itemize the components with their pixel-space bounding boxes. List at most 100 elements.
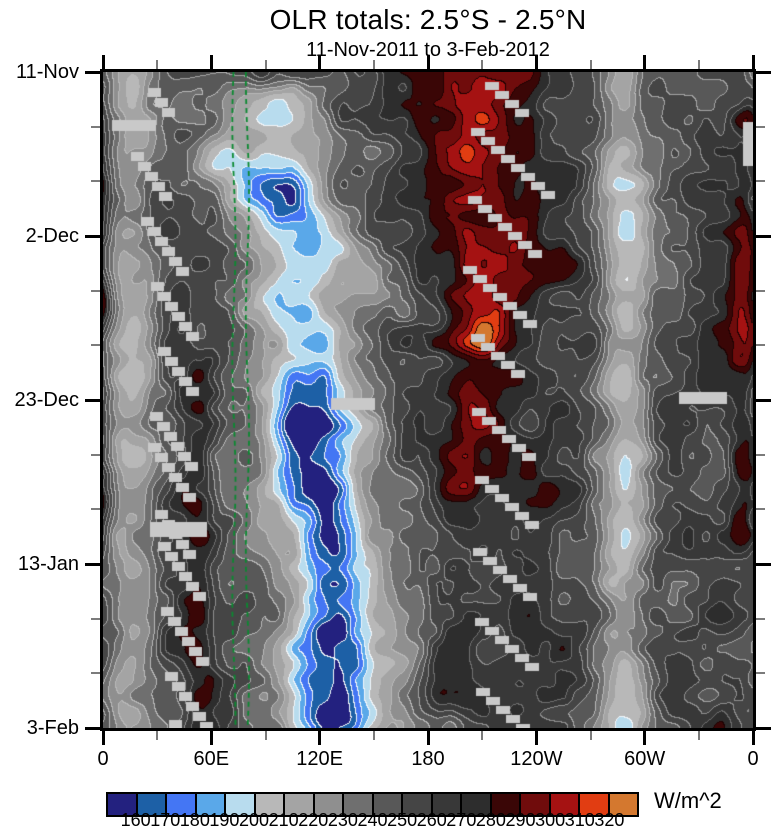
- x-axis-label: 0: [747, 748, 759, 770]
- x-axis-major-tick-bottom: [318, 731, 322, 745]
- colorbar-tick-label: 220: [298, 810, 329, 830]
- x-axis-minor-tick-top: [264, 60, 267, 69]
- x-axis-major-tick-top: [751, 55, 755, 69]
- y-axis-major-tick-left: [85, 398, 100, 402]
- y-axis-minor-tick-left: [91, 289, 100, 292]
- x-axis-label: 0: [97, 748, 109, 770]
- colorbar-tick-label: 300: [535, 810, 566, 830]
- y-axis-major-tick-right: [756, 726, 771, 730]
- colorbar-tick-label: 160: [120, 810, 151, 830]
- y-axis-minor-tick-left: [91, 125, 100, 128]
- x-axis-minor-tick-top: [481, 60, 484, 69]
- colorbar-tick-label: 320: [594, 810, 625, 830]
- figure-title: OLR totals: 2.5°S - 2.5°N: [269, 4, 587, 35]
- x-axis-label: 120W: [510, 748, 563, 770]
- x-axis-major-tick-top: [318, 55, 322, 69]
- x-axis-major-tick-bottom: [426, 731, 430, 745]
- y-axis-minor-tick-right: [756, 453, 765, 456]
- colorbar-tick-label: 190: [209, 810, 240, 830]
- x-axis-minor-tick-top: [156, 60, 159, 69]
- colorbar-tick-label: 310: [564, 810, 595, 830]
- y-axis-minor-tick-left: [91, 453, 100, 456]
- colorbar-cell: [108, 794, 138, 815]
- colorbar-tick-label: 240: [357, 810, 388, 830]
- colorbar: [106, 792, 639, 817]
- hovmoller-plot-canvas: [103, 72, 753, 728]
- y-axis-minor-tick-right: [756, 617, 765, 620]
- x-axis-label: 60W: [624, 748, 666, 770]
- colorbar-cell: [344, 794, 374, 815]
- x-axis-major-tick-top: [209, 55, 213, 69]
- x-axis-label: 120E: [296, 748, 344, 770]
- colorbar-cell: [167, 794, 197, 815]
- y-axis-major-tick-right: [756, 562, 771, 566]
- colorbar-cell: [226, 794, 256, 815]
- colorbar-cell: [255, 794, 285, 815]
- colorbar-cell: [314, 794, 344, 815]
- colorbar-tick-label: 280: [475, 810, 506, 830]
- x-axis-minor-tick-bottom: [481, 731, 484, 740]
- y-axis-minor-tick-right: [756, 508, 765, 511]
- colorbar-units-label: W/m^2: [654, 788, 722, 813]
- y-axis-major-tick-right: [756, 234, 771, 238]
- colorbar-cell: [609, 794, 637, 815]
- colorbar-tick-label: 210: [268, 810, 299, 830]
- y-axis-major-tick-left: [85, 726, 100, 730]
- x-axis-major-tick-top: [101, 55, 105, 69]
- y-axis-major-tick-left: [85, 70, 100, 74]
- x-axis-minor-tick-bottom: [589, 731, 592, 740]
- x-axis-label: 180: [411, 748, 445, 770]
- y-axis-label: 13-Jan: [17, 553, 79, 575]
- colorbar-cell: [285, 794, 315, 815]
- y-axis-major-tick-right: [756, 398, 771, 402]
- colorbar-tick-label: 290: [505, 810, 536, 830]
- y-axis-label: 11-Nov: [16, 61, 79, 83]
- y-axis-minor-tick-right: [756, 125, 765, 128]
- y-axis-label: 2-Dec: [25, 225, 79, 247]
- y-axis-label: 23-Dec: [14, 389, 79, 411]
- colorbar-cell: [462, 794, 492, 815]
- x-axis-minor-tick-bottom: [697, 731, 700, 740]
- y-axis-label: 3-Feb: [26, 717, 79, 739]
- x-axis-label: 60E: [193, 748, 230, 770]
- x-axis-major-tick-top: [426, 55, 430, 69]
- x-axis-major-tick-top: [534, 55, 538, 69]
- x-axis-major-tick-bottom: [101, 731, 105, 745]
- colorbar-cell: [580, 794, 610, 815]
- x-axis-minor-tick-top: [372, 60, 375, 69]
- colorbar-tick-label: 180: [179, 810, 210, 830]
- x-axis-major-tick-bottom: [534, 731, 538, 745]
- colorbar-tick-label: 260: [416, 810, 447, 830]
- x-axis-minor-tick-top: [697, 60, 700, 69]
- colorbar-cell: [137, 794, 167, 815]
- colorbar-tick-label: 270: [446, 810, 477, 830]
- colorbar-tick-label: 200: [239, 810, 270, 830]
- colorbar-cell: [521, 794, 551, 815]
- y-axis-minor-tick-left: [91, 344, 100, 347]
- y-axis-major-tick-right: [756, 70, 771, 74]
- x-axis-minor-tick-bottom: [372, 731, 375, 740]
- y-axis-minor-tick-left: [91, 617, 100, 620]
- colorbar-cell: [196, 794, 226, 815]
- colorbar-cell: [550, 794, 580, 815]
- figure-subtitle: 11-Nov-2011 to 3-Feb-2012: [306, 39, 550, 61]
- x-axis-minor-tick-top: [589, 60, 592, 69]
- colorbar-tick-label: 170: [150, 810, 181, 830]
- x-axis-major-tick-bottom: [643, 731, 647, 745]
- y-axis-minor-tick-left: [91, 180, 100, 183]
- x-axis-major-tick-top: [643, 55, 647, 69]
- x-axis-major-tick-bottom: [751, 731, 755, 745]
- y-axis-minor-tick-right: [756, 180, 765, 183]
- x-axis-minor-tick-bottom: [264, 731, 267, 740]
- y-axis-minor-tick-right: [756, 289, 765, 292]
- colorbar-cell: [491, 794, 521, 815]
- y-axis-minor-tick-right: [756, 672, 765, 675]
- colorbar-cell: [432, 794, 462, 815]
- y-axis-major-tick-left: [85, 562, 100, 566]
- colorbar-tick-label: 250: [387, 810, 418, 830]
- colorbar-cell: [403, 794, 433, 815]
- colorbar-tick-label: 230: [327, 810, 358, 830]
- y-axis-major-tick-left: [85, 234, 100, 238]
- y-axis-minor-tick-left: [91, 508, 100, 511]
